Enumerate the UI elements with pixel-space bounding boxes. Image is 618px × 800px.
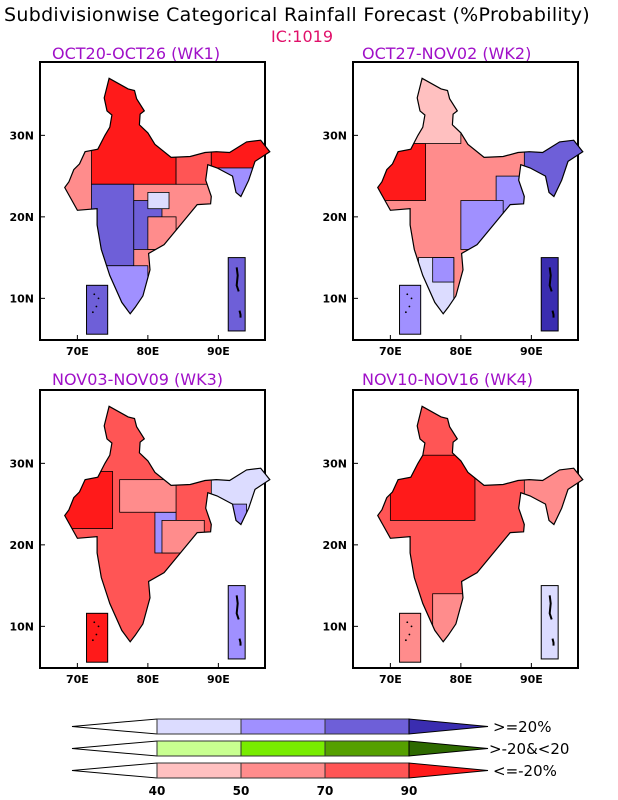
lakshadweep-island-icon <box>93 621 96 624</box>
lat-tick-label: 30N <box>322 129 347 142</box>
lakshadweep-island-icon <box>410 625 413 628</box>
legend-low-arrow <box>71 740 158 757</box>
lakshadweep-island-icon <box>91 639 94 642</box>
legend-row-3: <=-20% <box>71 762 557 780</box>
lon-tick-label: 90E <box>207 345 230 358</box>
legend-row-2: >-20&<20 <box>71 740 569 758</box>
lat-tick-label: 30N <box>322 457 347 470</box>
lat-tick-label: 30N <box>9 129 34 142</box>
legend-swatch <box>324 740 410 757</box>
legend-tick-label: 40 <box>149 784 166 798</box>
lakshadweep-island-icon <box>95 305 98 308</box>
lon-tick-label: 70E <box>379 345 402 358</box>
legend-swatch <box>240 718 326 735</box>
lakshadweep-island-icon <box>408 633 411 636</box>
lon-tick-label: 80E <box>136 345 159 358</box>
legend-swatch <box>156 762 242 779</box>
lakshadweep-island-icon <box>406 621 409 624</box>
lon-tick-label: 70E <box>66 673 89 686</box>
lon-tick-label: 80E <box>449 673 472 686</box>
map-panel-4: 30N 20N 10N 70E 80E 90E <box>322 389 584 686</box>
legend-row-1: >=20% <box>71 718 551 736</box>
andaman-islands-icon <box>548 267 555 318</box>
legend-swatch <box>324 718 410 735</box>
lakshadweep-island-icon <box>410 297 413 300</box>
initial-condition-label: IC:1019 <box>271 27 333 46</box>
panel-title-wk4: NOV10-NOV16 (WK4) <box>362 370 534 389</box>
legend-swatch <box>156 718 242 735</box>
legend-tick-label: 90 <box>401 784 418 798</box>
legend-row-label: >-20&<20 <box>489 740 569 758</box>
panel-title-wk3: NOV03-NOV09 (WK3) <box>52 370 224 389</box>
legend-low-arrow <box>71 762 158 779</box>
lakshadweep-box <box>399 284 422 335</box>
india-outline <box>63 77 271 315</box>
legend-high-arrow <box>408 762 489 779</box>
subdivision-region <box>119 479 177 513</box>
lakshadweep-box <box>399 612 422 663</box>
lakshadweep-island-icon <box>97 625 100 628</box>
map-panel-3: 30N 20N 10N 70E 80E 90E <box>9 389 271 686</box>
lon-tick-label: 80E <box>449 345 472 358</box>
legend-swatch <box>324 762 410 779</box>
lakshadweep-island-icon <box>95 633 98 636</box>
india-outline <box>376 77 584 315</box>
legend-row-label: >=20% <box>493 718 551 736</box>
panel-title-wk2: OCT27-NOV02 (WK2) <box>362 44 532 63</box>
india-outline <box>63 405 271 643</box>
lat-tick-label: 30N <box>9 457 34 470</box>
panel-title-wk1: OCT20-OCT26 (WK1) <box>52 44 221 63</box>
lon-tick-label: 70E <box>379 673 402 686</box>
lat-tick-label: 10N <box>322 620 347 633</box>
legend-tick-label: 70 <box>317 784 334 798</box>
lakshadweep-island-icon <box>408 305 411 308</box>
andaman-islands-icon <box>548 595 555 646</box>
lakshadweep-island-icon <box>406 293 409 296</box>
color-legend: >=20% >-20&<20 <=-20% 40 50 70 90 <box>71 718 569 798</box>
subdivision-region <box>147 191 170 210</box>
legend-swatch <box>240 762 326 779</box>
lakshadweep-island-icon <box>93 293 96 296</box>
legend-swatch <box>240 740 326 757</box>
andaman-islands-icon <box>235 267 242 318</box>
map-panel-2: 30N 20N 10N 70E 80E 90E <box>322 61 584 358</box>
andaman-islands-icon <box>235 595 242 646</box>
lon-tick-label: 90E <box>207 673 230 686</box>
figure-title: Subdivisionwise Categorical Rainfall For… <box>4 4 590 26</box>
lat-tick-label: 10N <box>9 292 34 305</box>
legend-row-label: <=-20% <box>493 762 557 780</box>
lon-tick-label: 70E <box>66 345 89 358</box>
lon-tick-label: 90E <box>520 673 543 686</box>
legend-high-arrow <box>408 740 489 757</box>
lat-tick-label: 20N <box>322 539 347 552</box>
legend-tick-label: 50 <box>233 784 250 798</box>
lakshadweep-island-icon <box>404 311 407 314</box>
lakshadweep-island-icon <box>97 297 100 300</box>
lakshadweep-island-icon <box>91 311 94 314</box>
legend-swatch <box>156 740 242 757</box>
lat-tick-label: 10N <box>322 292 347 305</box>
lon-tick-label: 90E <box>520 345 543 358</box>
lat-tick-label: 20N <box>9 211 34 224</box>
india-outline <box>376 405 584 643</box>
legend-low-arrow <box>71 718 158 735</box>
subdivision-region <box>432 257 455 283</box>
lat-tick-label: 10N <box>9 620 34 633</box>
lat-tick-label: 20N <box>322 211 347 224</box>
lakshadweep-island-icon <box>404 639 407 642</box>
lakshadweep-box <box>86 284 109 335</box>
lakshadweep-box <box>86 612 109 663</box>
lat-tick-label: 20N <box>9 539 34 552</box>
lon-tick-label: 80E <box>136 673 159 686</box>
map-panel-1: 30N 20N 10N 70E 80E 90E <box>9 61 271 358</box>
legend-high-arrow <box>408 718 489 735</box>
